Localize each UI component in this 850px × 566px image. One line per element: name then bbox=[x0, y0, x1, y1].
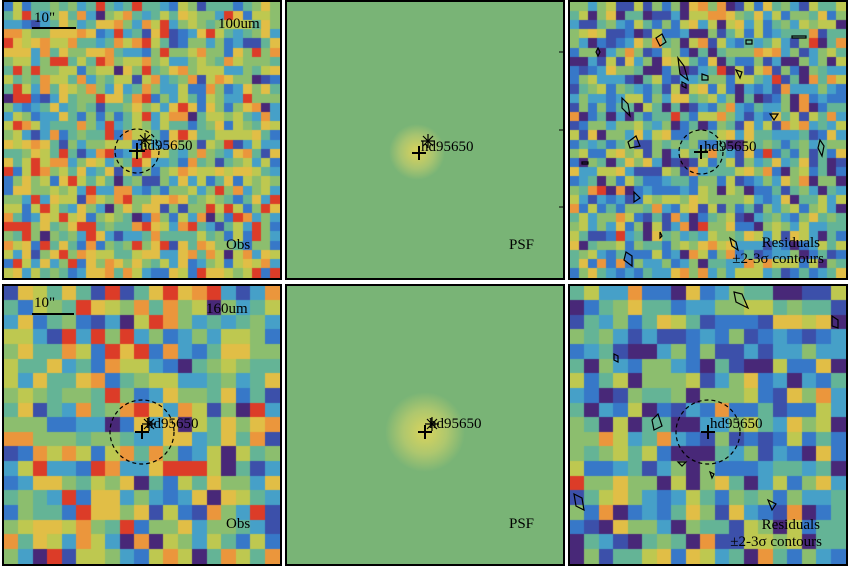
scale-label: 10" bbox=[34, 295, 56, 311]
aperture-circle bbox=[109, 399, 175, 465]
corner-label: Obs bbox=[226, 237, 251, 253]
panel-obs-100um: 10" 100um hd95650 Obs bbox=[2, 0, 282, 280]
overlay-residuals-160um bbox=[573, 291, 839, 512]
star-position-cross bbox=[412, 146, 426, 160]
star-position-cross bbox=[694, 145, 708, 159]
overlay-obs-160um bbox=[32, 313, 175, 465]
overlay-psf-160um bbox=[287, 286, 563, 564]
star-position-cross bbox=[418, 425, 432, 439]
panel-psf-160um: hd95650 PSF bbox=[285, 284, 565, 566]
overlay-residuals-100um bbox=[581, 33, 825, 268]
aperture-circle bbox=[675, 399, 741, 465]
star-label: hd95650 bbox=[140, 138, 193, 154]
star-position-cross bbox=[129, 143, 145, 159]
residual-contours bbox=[581, 33, 825, 268]
corner-label-line2: ±2-3σ contours bbox=[732, 251, 824, 267]
aperture-circle bbox=[114, 128, 160, 174]
star-label: hd95650 bbox=[429, 416, 482, 432]
corner-label: Obs bbox=[226, 516, 251, 532]
panel-psf-100um: hd95650 PSF bbox=[285, 0, 565, 280]
star-position-cross bbox=[135, 425, 149, 439]
corner-label: PSF bbox=[509, 237, 535, 253]
corner-label: PSF bbox=[509, 516, 535, 532]
star-label: hd95650 bbox=[710, 416, 763, 432]
panel-residuals-100um: hd95650 Residuals ±2-3σ contours bbox=[568, 0, 848, 280]
star-label: hd95650 bbox=[146, 416, 199, 432]
star-position-cross bbox=[701, 425, 715, 439]
corner-label-line1: Residuals bbox=[761, 517, 820, 533]
scale-label: 10" bbox=[34, 10, 56, 26]
corner-label-line1: Residuals bbox=[761, 235, 820, 251]
panel-residuals-160um: hd95650 Residuals ±2-3σ contours bbox=[568, 284, 848, 566]
overlay-psf-100um bbox=[287, 2, 563, 278]
star-catalog-asterisk bbox=[425, 417, 439, 431]
panel-obs-160um: 10" 160um hd95650 Obs bbox=[2, 284, 282, 566]
star-catalog-asterisk bbox=[142, 417, 156, 431]
corner-label-line2: ±2-3σ contours bbox=[730, 534, 822, 550]
band-label: 100um bbox=[218, 16, 260, 32]
star-label: hd95650 bbox=[421, 139, 474, 155]
band-label: 160um bbox=[206, 301, 248, 317]
pixel-map-residuals-100um bbox=[570, 2, 846, 278]
overlay-obs-100um bbox=[32, 27, 160, 174]
star-catalog-asterisk bbox=[421, 134, 435, 148]
star-label: hd95650 bbox=[704, 139, 757, 155]
residual-contours bbox=[573, 291, 839, 512]
star-catalog-asterisk bbox=[138, 133, 152, 147]
aperture-circle bbox=[678, 129, 724, 175]
